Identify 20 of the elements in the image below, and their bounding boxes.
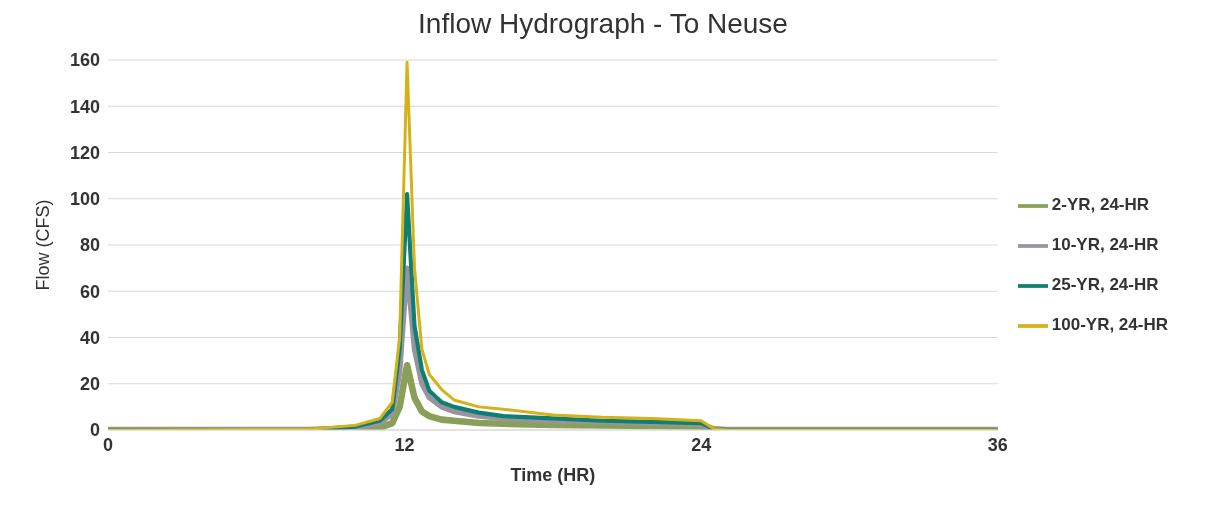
legend-label: 2-YR, 24-HR	[1051, 195, 1150, 214]
x-tick-label: 36	[987, 434, 1008, 455]
legend-label: 10-YR, 24-HR	[1051, 235, 1159, 254]
legend-label: 25-YR, 24-HR	[1051, 275, 1159, 294]
y-tick-label: 20	[79, 374, 100, 395]
x-tick-label: 24	[691, 434, 712, 455]
y-tick-label: 60	[79, 281, 100, 302]
y-axis-title: Flow (CFS)	[33, 199, 54, 291]
y-tick-label: 160	[69, 50, 100, 71]
y-tick-label: 120	[69, 142, 100, 163]
x-tick-label: 12	[394, 434, 415, 455]
y-tick-label: 40	[79, 327, 100, 348]
x-axis-title: Time (HR)	[510, 464, 596, 485]
chart-title: Inflow Hydrograph - To Neuse	[417, 8, 789, 40]
legend-label: 100-YR, 24-HR	[1051, 315, 1168, 334]
y-tick-label: 0	[89, 420, 100, 441]
y-tick-label: 100	[69, 189, 100, 210]
y-tick-label: 80	[79, 235, 100, 256]
x-tick-label: 0	[102, 434, 114, 455]
y-tick-label: 140	[69, 96, 100, 117]
